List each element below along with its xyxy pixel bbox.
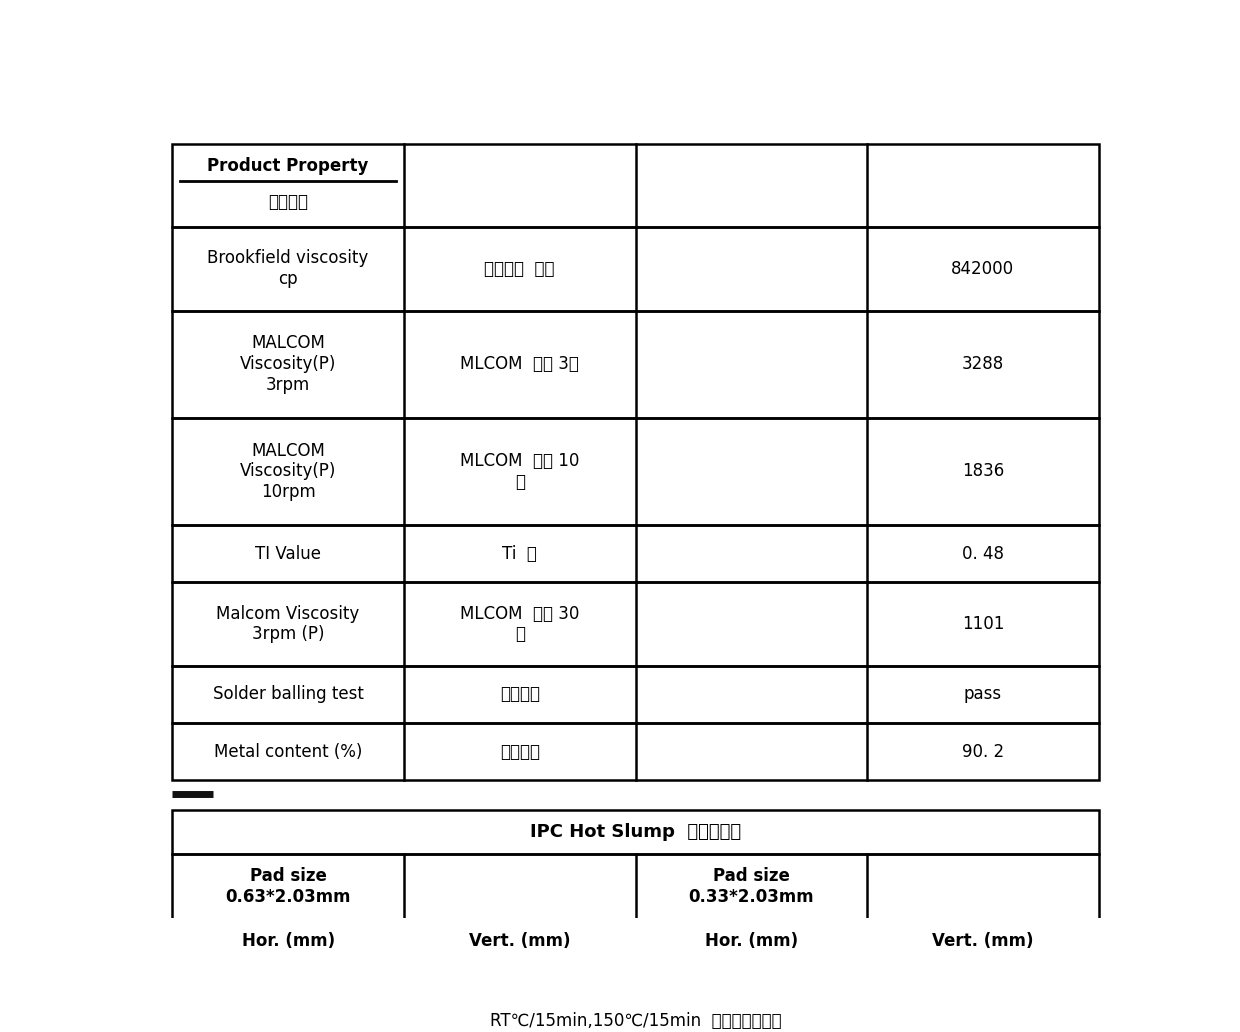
Text: Solder balling test: Solder balling test [213, 685, 363, 704]
Bar [172, 418, 1099, 525]
Bar [172, 810, 1099, 854]
Bar [172, 311, 1099, 418]
Text: Ti  值: Ti 值 [502, 545, 537, 562]
Text: MLCOM  黏度 30
转: MLCOM 黏度 30 转 [460, 605, 579, 644]
Bar [172, 963, 1099, 999]
Text: 0. 48: 0. 48 [962, 545, 1004, 562]
Text: RT℃/15min,150℃/15min  以下为内控标准: RT℃/15min,150℃/15min 以下为内控标准 [490, 1011, 781, 1030]
Text: MALCOM
Viscosity(P)
10rpm: MALCOM Viscosity(P) 10rpm [239, 442, 336, 502]
Text: 842000: 842000 [951, 260, 1014, 278]
Bar [172, 582, 1099, 666]
Text: Hor. (mm): Hor. (mm) [704, 932, 797, 950]
Text: 90. 2: 90. 2 [962, 743, 1004, 761]
Text: 1836: 1836 [962, 462, 1004, 481]
Text: MLCOM  黏度 3转: MLCOM 黏度 3转 [460, 355, 579, 374]
Text: MLCOM  黏度 10
转: MLCOM 黏度 10 转 [460, 452, 579, 491]
Text: 1101: 1101 [962, 615, 1004, 633]
Bar [172, 999, 1099, 1032]
Bar [172, 227, 1099, 311]
Bar [172, 143, 1099, 227]
Text: TI Value: TI Value [255, 545, 321, 562]
Text: 检验项目: 检验项目 [268, 193, 308, 212]
Text: IPC Hot Slump  热坍塌试验: IPC Hot Slump 热坍塌试验 [529, 824, 742, 841]
Text: Pad size
0.63*2.03mm: Pad size 0.63*2.03mm [226, 867, 351, 906]
Text: 3288: 3288 [962, 355, 1004, 374]
Text: Hor. (mm): Hor. (mm) [242, 932, 335, 950]
Text: 金属含量: 金属含量 [500, 743, 539, 761]
Bar [172, 723, 1099, 780]
Text: 锡球测试: 锡球测试 [500, 685, 539, 704]
Text: Brookfield viscosity
cp: Brookfield viscosity cp [207, 250, 368, 288]
Text: MALCOM
Viscosity(P)
3rpm: MALCOM Viscosity(P) 3rpm [239, 334, 336, 394]
Text: Pad size
0.33*2.03mm: Pad size 0.33*2.03mm [688, 867, 815, 906]
Text: pass: pass [963, 685, 1002, 704]
Bar [172, 854, 1099, 920]
Text: Vert. (mm): Vert. (mm) [932, 932, 1034, 950]
Text: Product Property: Product Property [207, 157, 368, 175]
Text: Metal content (%): Metal content (%) [215, 743, 362, 761]
Text: 布氏黏度  厘泊: 布氏黏度 厘泊 [485, 260, 556, 278]
Bar [172, 666, 1099, 723]
Text: Vert. (mm): Vert. (mm) [469, 932, 570, 950]
Text: Malcom Viscosity
3rpm (P): Malcom Viscosity 3rpm (P) [217, 605, 360, 644]
Bar [172, 920, 1099, 963]
Bar [172, 525, 1099, 582]
